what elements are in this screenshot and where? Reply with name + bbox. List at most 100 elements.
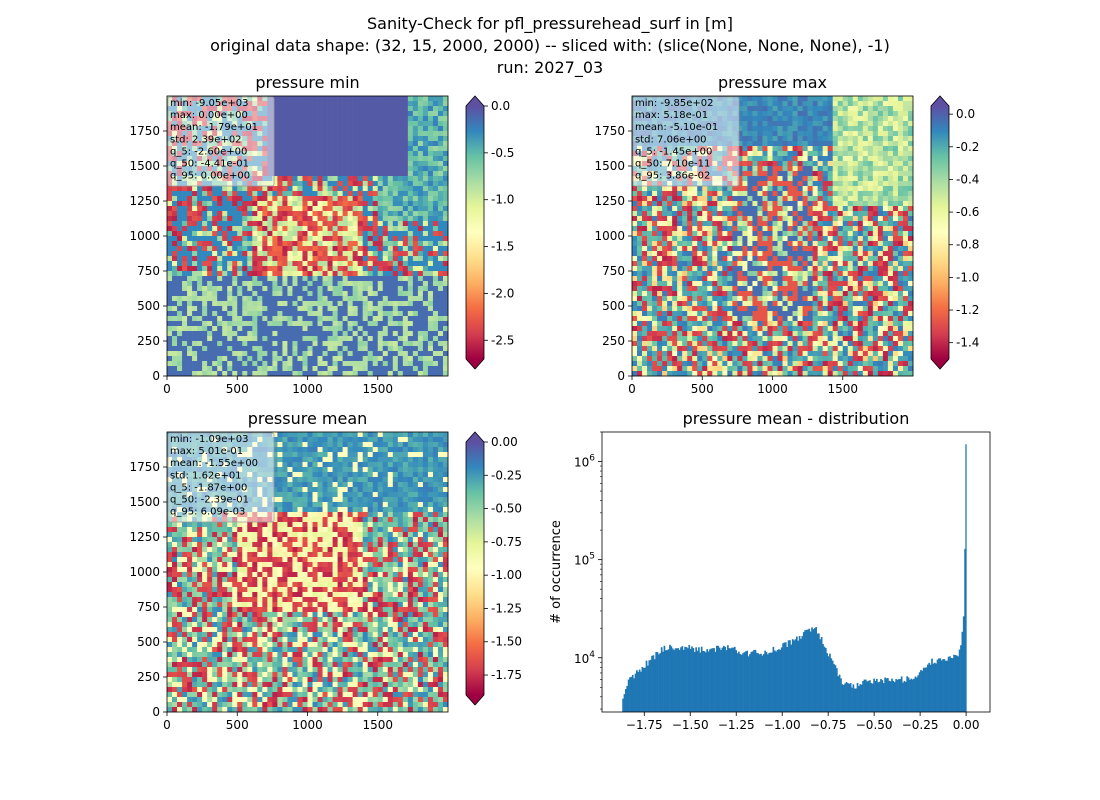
heatmap-cell (297, 341, 303, 347)
heatmap-cell (342, 186, 348, 192)
heatmap-cell (752, 226, 758, 232)
heatmap-cell (322, 356, 328, 362)
heatmap-cell (322, 241, 328, 247)
heatmap-cell (432, 166, 439, 172)
heatmap-cell (752, 166, 758, 172)
heatmap-cell (282, 166, 288, 172)
heatmap-cell (697, 266, 703, 272)
heatmap-cell (402, 321, 409, 327)
heatmap-cell (677, 296, 683, 302)
heatmap-cell (177, 291, 183, 297)
heatmap-cell (312, 301, 318, 307)
heatmap-cell (657, 356, 663, 362)
heatmap-cell (772, 141, 778, 147)
heatmap-cell (772, 321, 778, 327)
heatmap-cell (182, 366, 188, 372)
heatmap-cell (362, 216, 369, 222)
heatmap-cell (352, 261, 358, 267)
heatmap-cell (762, 201, 768, 207)
heatmap-cell (327, 256, 333, 262)
heatmap-cell (387, 131, 394, 137)
heatmap-cell (312, 216, 318, 222)
heatmap-cell (272, 241, 278, 247)
heatmap-cell (262, 211, 268, 217)
heatmap-cell (352, 136, 358, 142)
heatmap-cell (717, 336, 723, 342)
heatmap-cell (337, 286, 343, 292)
heatmap-cell (762, 246, 768, 252)
heatmap-cell (637, 286, 643, 292)
heatmap-cell (642, 291, 648, 297)
heatmap-cell (692, 281, 698, 287)
heatmap-cell (212, 306, 218, 312)
heatmap-cell (307, 151, 313, 157)
heatmap-cell (677, 251, 683, 257)
heatmap-cell (222, 316, 228, 322)
heatmap-cell (647, 311, 653, 317)
heatmap-cell (717, 261, 723, 267)
heatmap-cell (197, 371, 203, 377)
heatmap-cell (367, 246, 374, 252)
heatmap-cell (717, 281, 723, 287)
heatmap-cell (357, 301, 363, 307)
heatmap-cell (167, 286, 173, 292)
heatmap-cell (782, 331, 788, 337)
heatmap-cell (282, 211, 288, 217)
heatmap-cell (652, 236, 658, 242)
heatmap-cell (177, 201, 183, 207)
heatmap-cell (717, 296, 723, 302)
heatmap-cell (167, 291, 173, 297)
heatmap-cell (307, 276, 313, 282)
heatmap-cell (307, 251, 313, 257)
heatmap-cell (267, 271, 273, 277)
heatmap-cell (767, 141, 773, 147)
heatmap-cell (307, 161, 313, 167)
heatmap-cell (712, 201, 718, 207)
heatmap-cell (227, 221, 233, 227)
heatmap-cell (357, 366, 363, 372)
heatmap-cell (327, 331, 333, 337)
heatmap-cell (652, 296, 658, 302)
heatmap-cell (767, 156, 773, 162)
heatmap-cell (222, 201, 228, 207)
heatmap-cell (167, 266, 173, 272)
heatmap-cell (782, 321, 788, 327)
heatmap-cell (407, 351, 414, 357)
heatmap-cell (747, 236, 753, 242)
heatmap-cell (417, 186, 424, 192)
heatmap-cell (662, 231, 668, 237)
heatmap-cell (307, 141, 313, 147)
heatmap-cell (287, 341, 293, 347)
heatmap-cell (262, 351, 268, 357)
heatmap-cell (367, 356, 374, 362)
heatmap-cell (207, 251, 213, 257)
heatmap-cell (397, 261, 404, 267)
heatmap-cell (422, 231, 429, 237)
heatmap-cell (397, 176, 404, 182)
heatmap-cell (762, 241, 768, 247)
heatmap-cell (642, 221, 648, 227)
heatmap-cell (697, 326, 703, 332)
heatmap-cell (772, 241, 778, 247)
heatmap-cell (212, 286, 218, 292)
heatmap-cell (282, 261, 288, 267)
heatmap-cell (732, 336, 738, 342)
heatmap-cell (302, 301, 308, 307)
heatmap-cell (272, 291, 278, 297)
heatmap-cell (172, 236, 178, 242)
heatmap-cell (792, 136, 798, 142)
heatmap-cell (362, 371, 369, 377)
heatmap-cell (717, 191, 723, 197)
heatmap-cell (262, 316, 268, 322)
heatmap-cell (332, 146, 338, 152)
heatmap-cell (772, 371, 778, 377)
heatmap-cell (402, 236, 409, 242)
heatmap-cell (402, 251, 409, 257)
heatmap-cell (382, 351, 389, 357)
heatmap-cell (297, 131, 303, 137)
heatmap-cell (252, 226, 258, 232)
heatmap-cell (297, 246, 303, 252)
heatmap-cell (787, 111, 793, 117)
heatmap-cell (232, 281, 238, 287)
heatmap-cell (642, 246, 648, 252)
